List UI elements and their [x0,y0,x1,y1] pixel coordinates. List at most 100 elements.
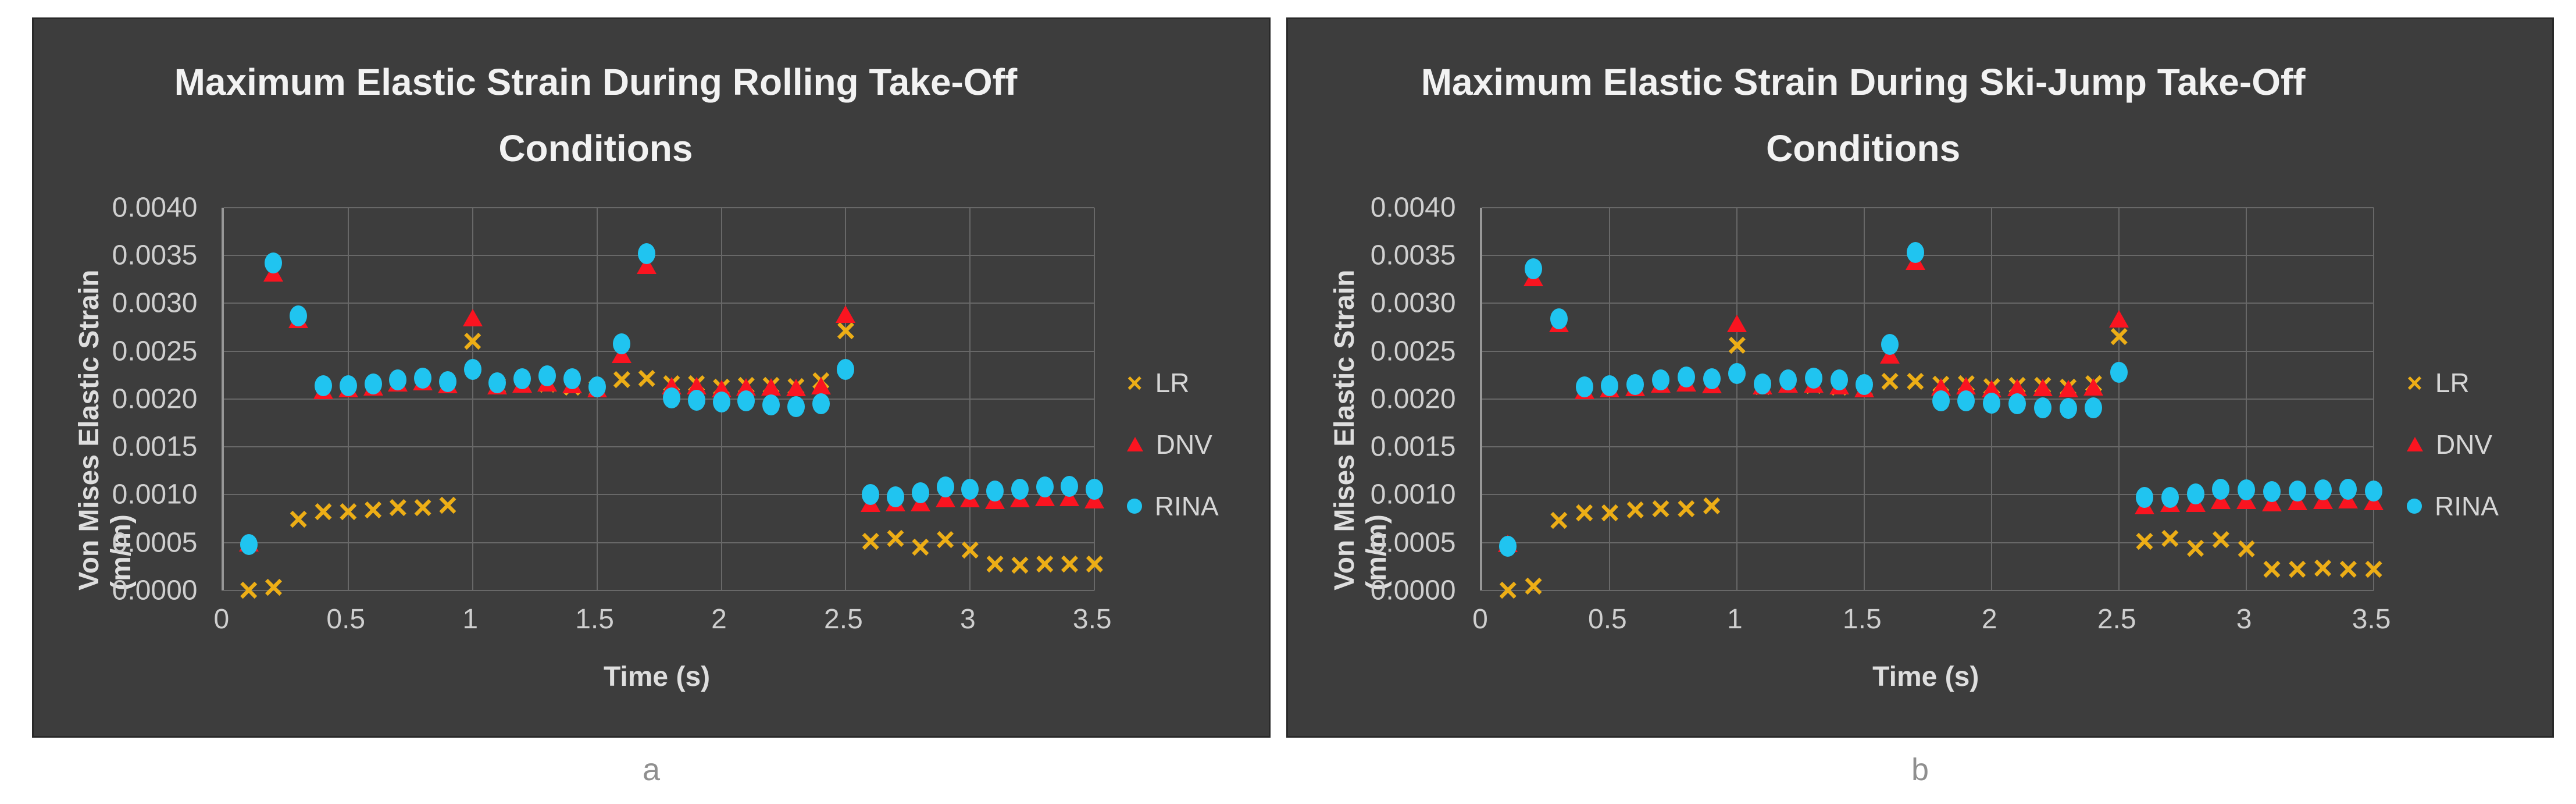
y-axis-tick-label: 0.0040 [112,192,198,223]
x-axis-tick-labels: 0 0.5 1 1.5 2 2.5 3 3.5 [213,603,1111,641]
data-point-lr: × [1651,490,1671,528]
data-point-lr: × [313,493,333,531]
data-point-lr: × [910,528,930,566]
horizontal-gridline [1482,350,2374,352]
y-axis-tick-label: 0.0040 [1370,192,1456,223]
data-point-dnv [462,309,483,327]
data-point-lr: × [612,361,632,399]
horizontal-gridline [223,398,1095,400]
data-point-rina [1728,362,1746,384]
legend-label: LR [1155,367,1190,398]
data-point-rina [2212,478,2230,500]
data-point-rina [737,390,755,412]
data-point-lr: × [1009,546,1030,585]
y-axis-tick-label: 0.0035 [112,240,198,271]
data-point-rina [812,393,830,415]
y-axis-tick-label: 0.0010 [112,479,198,510]
lr-x-marker-icon: × [2406,367,2422,398]
data-point-rina [787,396,805,418]
x-axis-tick-label: 0 [213,604,230,635]
data-point-rina [2186,483,2204,504]
legend-item-lr: × LR [1127,367,1219,399]
vertical-gridline [472,208,473,590]
rina-circle-marker-icon [2406,498,2422,514]
legend-item-dnv: DNV [2406,429,2499,460]
data-point-rina [762,394,780,415]
x-axis-tick-label: 1 [462,604,479,635]
data-point-rina [1575,376,1593,397]
data-point-rina [2161,487,2179,508]
data-point-rina [2085,397,2103,418]
plot-area: ××××××××××××××××××××××××××××××××××× [221,207,1105,607]
data-point-rina [1036,476,1054,498]
data-point-rina [911,482,929,504]
data-point-rina [2365,480,2383,501]
data-point-lr: × [960,531,980,569]
data-point-dnv [2058,379,2078,397]
data-point-rina [488,372,506,393]
data-point-rina [862,484,880,506]
data-point-rina [2263,481,2281,503]
legend-item-dnv: DNV [1126,429,1219,460]
data-point-rina [314,375,332,396]
data-point-rina [339,375,357,396]
y-axis-tick-label: 0.0000 [112,575,198,606]
y-axis-tick-label: 0.0005 [112,527,198,558]
data-point-lr: × [1880,362,1900,401]
data-point-lr: × [2211,520,2231,558]
y-axis-tick-label: 0.0030 [1370,287,1456,319]
data-point-lr: × [1034,545,1055,584]
horizontal-gridline [223,303,1095,304]
data-point-lr: × [2364,550,2384,588]
data-point-dnv [2083,378,2104,396]
data-point-rina [1804,367,1822,389]
x-axis-tick-label: 0 [1472,604,1488,635]
y-axis-tick-label: 0.0015 [1370,431,1456,463]
data-point-rina [2110,361,2128,383]
data-point-lr: × [462,322,483,361]
legend-label: DNV [1155,429,1212,460]
data-point-rina [1550,308,1568,329]
y-axis-tick-label: 0.0035 [1370,240,1456,271]
vertical-gridline [347,208,349,590]
data-point-rina [638,243,656,264]
horizontal-gridline [223,494,1095,496]
horizontal-gridline [1482,494,2374,496]
x-axis-tick-label: 1.5 [575,604,614,635]
horizontal-gridline [1482,589,2374,591]
dnv-triangle-marker-icon [1126,437,1143,452]
data-point-dnv [2032,379,2053,397]
data-point-rina [2135,487,2153,508]
data-point-lr: × [1084,545,1105,584]
vertical-gridline [1864,208,1865,590]
x-axis-tick-label: 3.5 [1072,604,1112,635]
data-point-lr: × [2313,549,2333,588]
horizontal-gridline [223,446,1095,448]
x-axis-tick-label: 0.5 [1588,604,1627,635]
y-axis-tick-label: 0.0025 [112,336,198,367]
legend: × LR DNV RINA [2406,367,2499,522]
subfigure-caption-b: b [1911,752,1929,787]
data-point-rina [588,376,606,397]
data-point-rina [1957,390,1975,412]
data-point-dnv [1727,315,1747,333]
horizontal-gridline [1482,446,2374,448]
data-point-rina [364,373,382,394]
data-point-lr: × [1524,567,1543,606]
data-point-rina [1983,392,2001,414]
data-point-rina [2288,480,2306,501]
horizontal-gridline [1482,255,2374,257]
data-point-lr: × [1549,501,1569,539]
data-point-rina [2339,478,2357,500]
rina-circle-marker-icon [1126,498,1142,514]
data-point-dnv [836,305,856,323]
legend: × LR DNV RINA [1126,367,1219,522]
data-point-rina [936,476,954,498]
data-point-dnv [2109,309,2129,328]
data-point-lr: × [2185,529,2206,567]
horizontal-gridline [1482,303,2374,304]
chart-title-line-2: Conditions [498,127,693,169]
data-point-rina [389,369,407,391]
data-point-rina [886,486,904,507]
legend-label: RINA [1154,490,1219,521]
